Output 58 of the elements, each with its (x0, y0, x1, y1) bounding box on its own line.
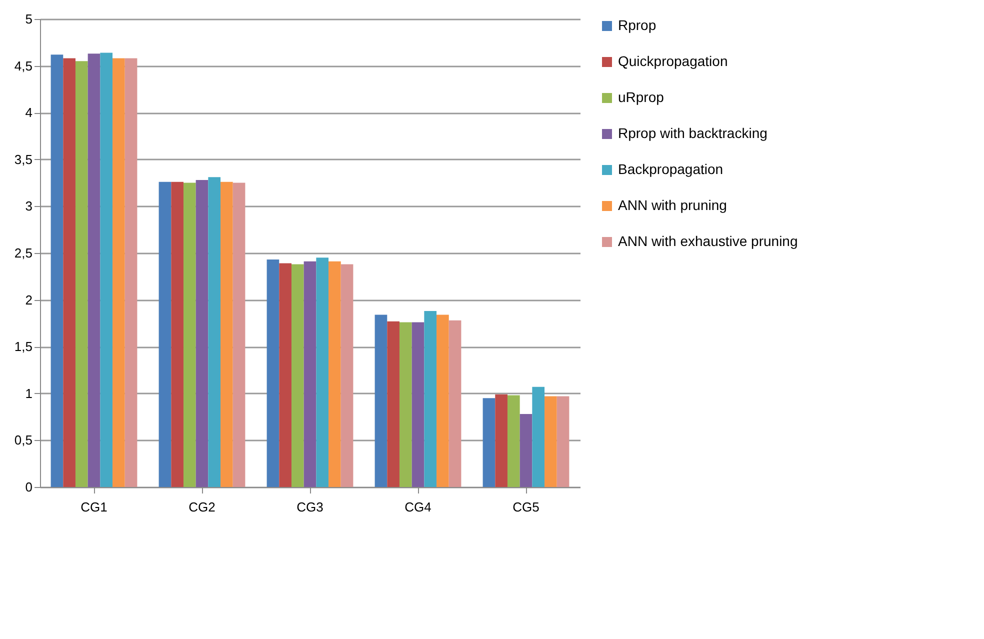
legend-label: ANN with pruning (618, 197, 727, 213)
bar (532, 386, 545, 487)
y-tick-label: 5 (25, 12, 32, 26)
bar (495, 394, 508, 487)
bar (75, 61, 88, 487)
bar (387, 321, 400, 487)
bar (412, 322, 424, 487)
x-tick-label: CG2 (188, 500, 216, 514)
bar (100, 52, 113, 487)
y-tick-label: 2 (25, 292, 32, 308)
bar (232, 182, 246, 487)
y-tick-label: 0 (25, 480, 32, 494)
legend-label: Backpropagation (618, 161, 724, 177)
bar (183, 182, 196, 487)
bar (279, 263, 292, 487)
y-tick-label: 0,5 (14, 432, 32, 448)
legend-label: uRprop (618, 89, 664, 105)
bar (544, 396, 557, 487)
legend-label: Rprop with backtracking (618, 125, 768, 141)
bar (50, 54, 64, 487)
bar (374, 314, 388, 487)
bar (304, 261, 316, 487)
bar (63, 58, 76, 487)
bar (399, 322, 412, 487)
bar (220, 182, 233, 487)
bar (196, 180, 208, 487)
legend-label: Rprop (618, 17, 656, 33)
y-tick-label: 2,5 (14, 246, 32, 260)
y-tick-label: 4,5 (14, 58, 32, 74)
bar (291, 264, 304, 487)
bar (266, 260, 280, 487)
bar (520, 414, 532, 487)
bar (88, 54, 100, 487)
bar (124, 58, 138, 487)
bar (436, 314, 449, 487)
legend-label: Quickpropagation (618, 53, 728, 69)
bar (112, 58, 125, 487)
y-tick-label: 3 (25, 198, 32, 214)
bar (171, 182, 184, 487)
legend-label: ANN with exhaustive pruning (618, 233, 798, 249)
x-tick-label: CG3 (296, 500, 324, 514)
bar (316, 258, 329, 487)
bar (507, 395, 520, 487)
bar (340, 264, 354, 487)
x-tick-label: CG1 (80, 500, 108, 514)
x-tick-label: CG4 (404, 500, 432, 514)
bar (158, 182, 172, 487)
y-tick-label: 3,5 (14, 152, 32, 167)
bar (424, 311, 437, 487)
bar (208, 177, 221, 487)
x-tick-label: CG5 (512, 500, 540, 514)
bar (556, 396, 570, 487)
y-tick-label: 1,5 (14, 339, 32, 354)
y-tick-label: 4 (25, 105, 32, 120)
y-tick-label: 1 (25, 386, 32, 401)
bar (482, 398, 496, 487)
bar (328, 261, 341, 487)
bar (448, 320, 462, 487)
